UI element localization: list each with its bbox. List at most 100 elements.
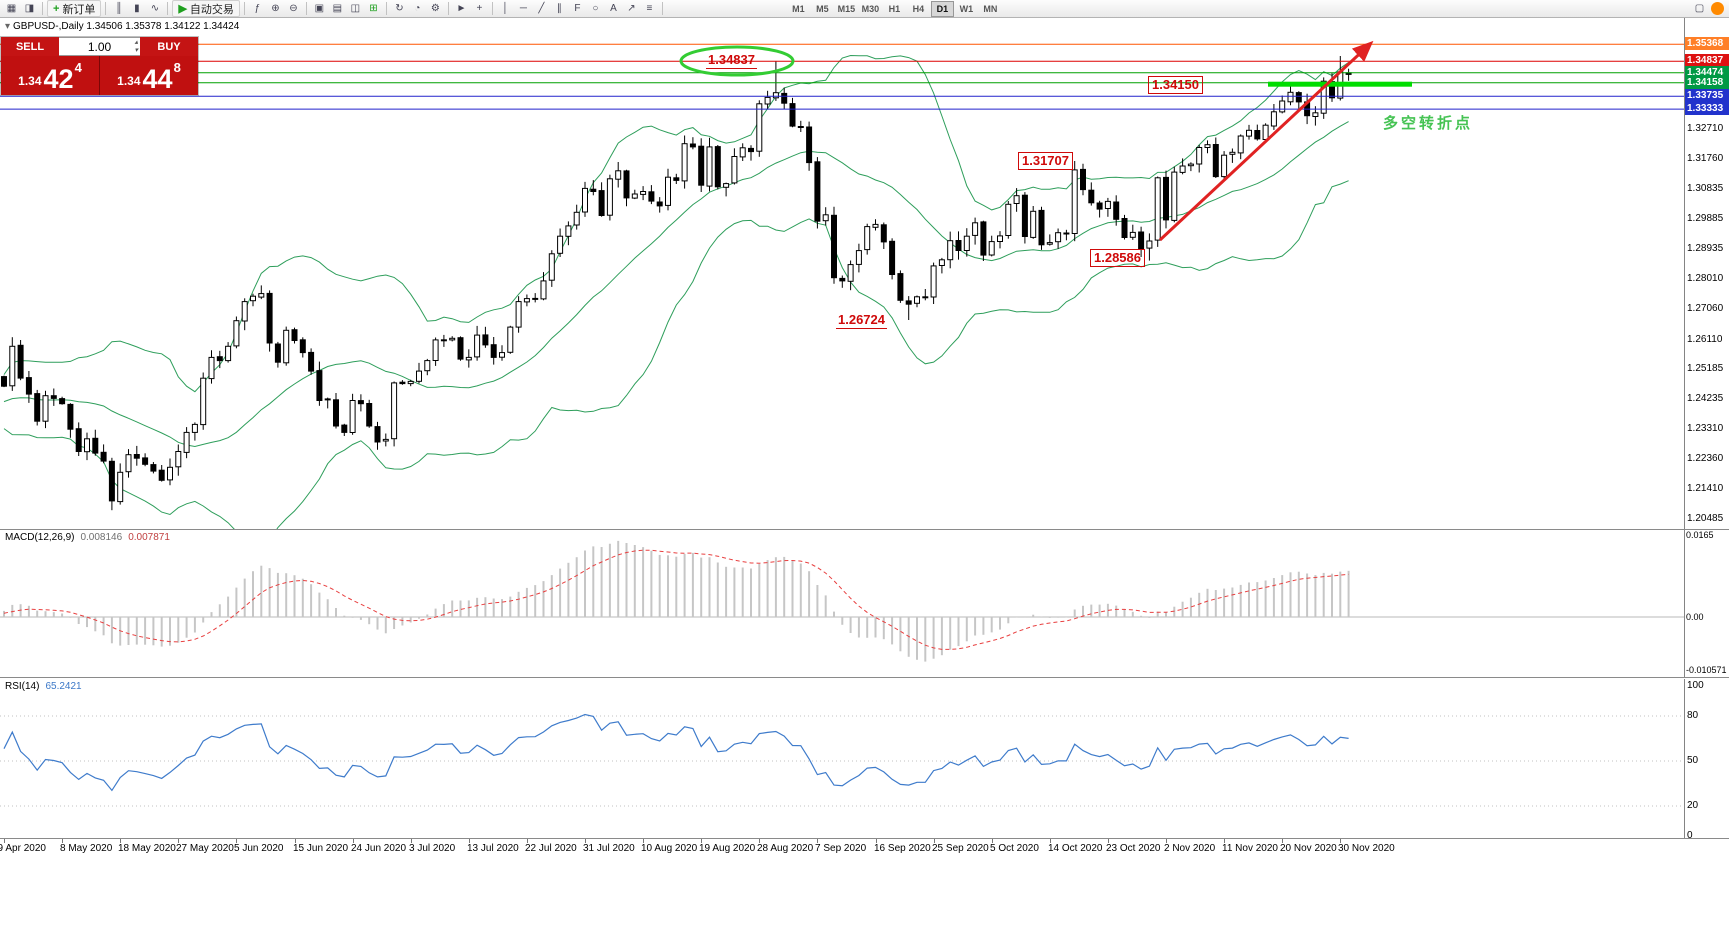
arrange-windows-icon[interactable]: ◫ [350,3,361,14]
buy-price[interactable]: 1.34 44 8 [100,56,198,95]
tile-windows-icon[interactable]: ▣ [314,3,325,14]
sell-price-prefix: 1.34 [18,74,42,88]
date-label: 14 Oct 2020 [1048,843,1103,854]
timeframe-m5[interactable]: M5 [816,3,829,14]
text-label-icon[interactable]: A [610,3,617,14]
support-zone-bar[interactable] [1268,81,1412,87]
sell-button[interactable]: SELL [1,37,59,56]
macd-tick: 0.0165 [1686,530,1714,540]
date-label: 24 Jun 2020 [351,843,407,854]
crosshair-icon[interactable]: + [476,3,483,14]
chart-profiles-icon[interactable]: ◨ [24,3,35,14]
date-tick [1108,839,1109,843]
fibonacci-icon[interactable]: F [574,3,581,14]
date-label: 27 May 2020 [176,843,234,854]
rsi-axis[interactable]: 100 80 50 20 0 [1684,679,1729,838]
price-line-label: 1.33333 [1685,102,1729,115]
timeframe-h1[interactable]: H1 [888,3,901,14]
objects-list-icon[interactable]: ≡ [646,3,653,14]
arrow-tool-icon[interactable]: ↗ [627,3,636,14]
high-annotation-134837[interactable]: 1.34837 [706,52,757,69]
cursor-icon[interactable]: ► [456,3,467,14]
timeframe-m1[interactable]: M1 [792,3,805,14]
new-chart-icon[interactable]: ▦ [6,3,17,14]
candlestick-chart-icon[interactable]: ▮ [134,3,140,14]
toolbar-separator [661,2,663,15]
docking-icon[interactable]: ▢ [1694,3,1705,14]
timeframe-m15[interactable]: M15 [837,3,856,14]
date-label: 25 Sep 2020 [932,843,989,854]
level-annotation-134150[interactable]: 1.34150 [1148,76,1203,94]
horizontal-line-icon[interactable]: ─ [519,3,527,14]
date-label: 31 Jul 2020 [583,843,635,854]
date-tick [236,839,237,843]
trendline-icon[interactable]: ╱ [538,3,545,14]
turning-point-note[interactable]: 多空转折点 [1383,115,1474,132]
timeframe-h4[interactable]: H4 [912,3,925,14]
date-label: 20 Nov 2020 [1280,843,1337,854]
clock-icon[interactable]: ◔ [414,3,421,14]
zoom-in-icon[interactable]: ⊕ [271,3,280,14]
date-label: 19 Aug 2020 [699,843,756,854]
macd-axis[interactable]: 0.0165 0.00 -0.010571 [1684,530,1729,677]
volume-input[interactable]: 1.00 ▴ ▾ [59,37,140,56]
macd-tick: 0.00 [1686,612,1704,622]
refresh-icon[interactable]: ↻ [395,3,404,14]
date-tick [353,839,354,843]
date-tick [178,839,179,843]
timeframe-mn[interactable]: MN [983,3,998,14]
date-label: 5 Jun 2020 [234,843,284,854]
date-tick [643,839,644,843]
panel-divider[interactable] [0,677,1729,678]
date-label: 7 Sep 2020 [815,843,867,854]
sell-price[interactable]: 1.34 42 4 [1,56,99,95]
date-tick [1224,839,1225,843]
sell-price-big: 42 [43,64,74,94]
price-tick: 1.22360 [1687,453,1724,464]
date-tick [759,839,760,843]
settings-icon[interactable]: ⚙ [430,3,440,14]
date-tick [992,839,993,843]
autotrading-button[interactable]: ▶ 自动交易 [172,0,240,17]
spinner-up-icon[interactable]: ▴ [134,39,138,46]
highlight-ellipse[interactable] [679,45,795,77]
cascade-windows-icon[interactable]: ▤ [332,3,343,14]
bar-chart-icon[interactable]: ║ [115,3,123,14]
line-chart-icon[interactable]: ∿ [150,3,160,14]
timeframe-w1[interactable]: W1 [959,3,974,14]
macd-panel-canvas[interactable] [0,530,1684,677]
main-chart-canvas[interactable] [0,18,1684,529]
price-tick: 1.28010 [1687,273,1724,284]
date-tick [876,839,877,843]
trend-arrow[interactable] [1158,40,1374,242]
low-annotation-126724[interactable]: 1.26724 [836,312,887,329]
date-label: 8 May 2020 [60,843,113,854]
level-annotation-131707[interactable]: 1.31707 [1018,152,1073,170]
volume-spinner[interactable]: ▴ ▾ [134,39,138,55]
indicators-icon[interactable]: ƒ [254,3,261,14]
toolbar-separator [385,2,387,15]
notification-icon[interactable] [1711,2,1724,15]
panel-divider[interactable] [0,529,1729,530]
shapes-icon[interactable]: ○ [592,3,599,14]
zoom-out-icon[interactable]: ⊖ [289,3,298,14]
buy-price-prefix: 1.34 [117,74,141,88]
spinner-down-icon[interactable]: ▾ [134,47,138,54]
level-annotation-128586[interactable]: 1.28586 [1090,249,1145,267]
add-widget-icon[interactable]: ⊞ [369,3,378,14]
price-tick: 1.24235 [1687,393,1724,404]
price-axis[interactable]: 1.32710 1.31760 1.30835 1.29885 1.28935 1.280… [1684,18,1729,529]
channel-icon[interactable]: ∥ [556,3,562,14]
timeframe-d1[interactable]: D1 [930,0,954,17]
toolbar: ▦ ◨ + 新订单 ║ ▮ ∿ ▶ 自动交易 ƒ ⊕ ⊖ ▣ ▤ ◫ ⊞ ↻ ◔ ⚙ ► + │ ─ ╱ ∥ F ○ A ↗ ≡ M1 M5 M… [0,0,1729,18]
timeframe-m30[interactable]: M30 [861,3,880,14]
macd-tick: -0.010571 [1686,665,1727,675]
buy-button[interactable]: BUY [140,37,198,56]
volume-value[interactable]: 1.00 [87,39,112,54]
vertical-line-icon[interactable]: │ [502,3,509,14]
macd-value-main: 0.008146 [80,532,123,543]
rsi-panel-canvas[interactable] [0,679,1684,838]
date-tick [1050,839,1051,843]
new-order-button[interactable]: + 新订单 [47,0,102,17]
